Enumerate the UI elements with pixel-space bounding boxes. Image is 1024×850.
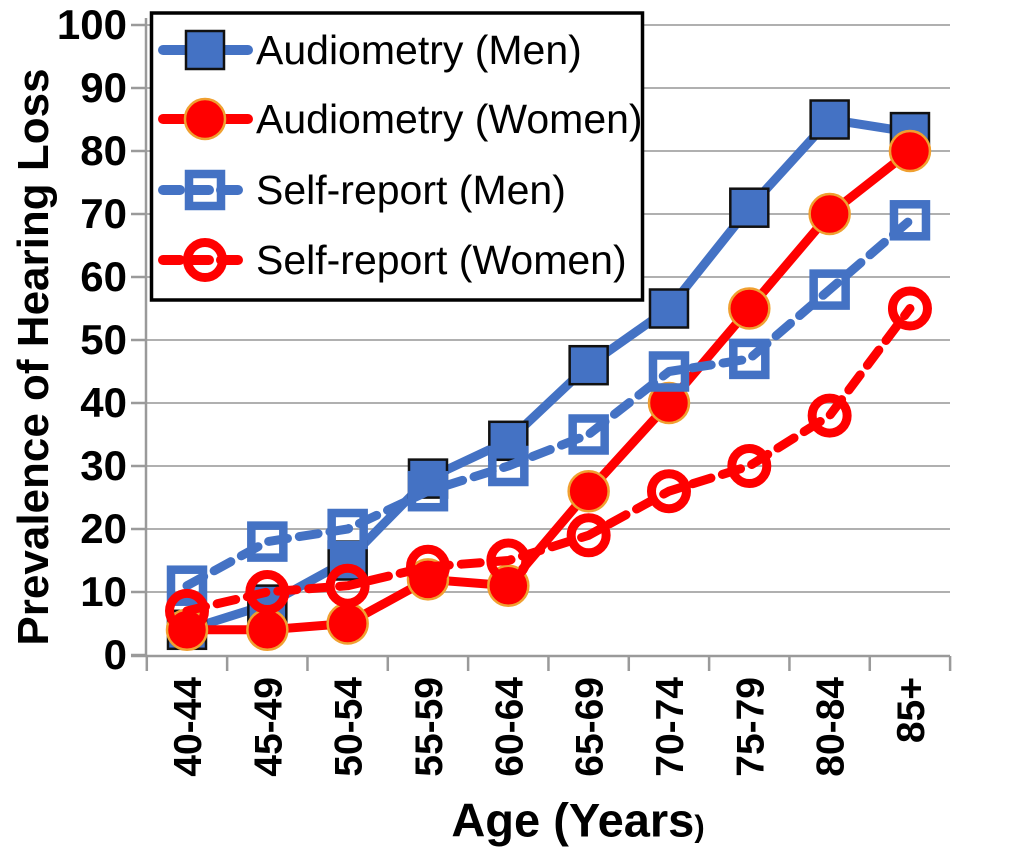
x-axis-title-main: Age (Years bbox=[451, 793, 695, 847]
x-tick-label: 60-64 bbox=[488, 677, 531, 777]
marker-filled-circle bbox=[728, 287, 771, 330]
axes bbox=[131, 18, 952, 671]
legend-label: Self-report (Women) bbox=[256, 237, 627, 283]
y-tick-label: 100 bbox=[57, 1, 127, 48]
marker-open-square bbox=[648, 351, 690, 392]
legend-item-self-report-men: Self-report (Men) bbox=[158, 167, 566, 213]
x-tick-label: 40-44 bbox=[167, 677, 210, 777]
marker-open-square bbox=[809, 269, 850, 310]
series-line bbox=[182, 146, 915, 635]
x-tick-label: 65-69 bbox=[569, 677, 612, 777]
legend-item-self-report-women: Self-report (Women) bbox=[158, 237, 627, 283]
legend-item-audiometry-women: Audiometry (Women) bbox=[158, 96, 643, 142]
y-tick-label: 60 bbox=[80, 253, 127, 300]
legend: Audiometry (Men) Audiometry (Women) Self-r… bbox=[149, 11, 645, 302]
marker-filled-square bbox=[184, 29, 226, 71]
legend-label: Audiometry (Men) bbox=[256, 27, 582, 73]
marker-open-square bbox=[889, 200, 931, 241]
y-axis-title: Prevalence of Hearing Loss bbox=[9, 68, 58, 646]
marker-open-square bbox=[247, 521, 288, 562]
marker-open-square bbox=[327, 508, 368, 550]
y-tick-label: 30 bbox=[80, 442, 127, 489]
series-line bbox=[182, 304, 915, 616]
marker-open-square bbox=[729, 338, 770, 380]
marker-filled-circle bbox=[246, 608, 289, 652]
marker-filled-circle bbox=[647, 381, 691, 425]
marker-filled-circle bbox=[567, 469, 610, 513]
marker-filled-square bbox=[648, 288, 690, 329]
x-tick-label: 75-79 bbox=[729, 677, 772, 777]
series-self-report-men bbox=[166, 200, 931, 606]
legend-label: Self-report (Men) bbox=[256, 167, 566, 213]
y-tick-label: 20 bbox=[80, 505, 127, 552]
marker-filled-circle bbox=[326, 602, 369, 645]
x-tick-label: 50-54 bbox=[328, 677, 371, 777]
x-axis-title-paren: ) bbox=[694, 808, 705, 844]
y-tick-label: 70 bbox=[80, 190, 127, 237]
y-tick-label: 0 bbox=[104, 631, 127, 678]
left-edge-line bbox=[3, 0, 5, 787]
series-line bbox=[182, 215, 915, 591]
marker-open-square bbox=[184, 169, 226, 211]
y-tick-label: 80 bbox=[80, 127, 127, 174]
marker-open-circle bbox=[183, 238, 227, 282]
marker-filled-circle bbox=[183, 97, 227, 141]
legend-item-audiometry-men: Audiometry (Men) bbox=[158, 27, 582, 73]
marker-open-circle bbox=[245, 570, 290, 614]
x-axis-title: Age (Years) bbox=[451, 793, 704, 848]
marker-open-square bbox=[488, 445, 529, 487]
marker-open-square bbox=[166, 565, 208, 606]
y-tick-label: 50 bbox=[80, 316, 127, 363]
marker-open-circle bbox=[165, 588, 209, 633]
y-tick-label: 90 bbox=[80, 64, 127, 111]
marker-filled-circle bbox=[808, 192, 851, 236]
marker-open-circle bbox=[646, 469, 691, 514]
marker-open-circle bbox=[566, 513, 611, 558]
marker-filled-square bbox=[729, 187, 770, 228]
legend-label: Audiometry (Women) bbox=[256, 96, 643, 142]
marker-open-square bbox=[407, 470, 449, 512]
x-tick-label: 70-74 bbox=[649, 677, 692, 777]
series-line bbox=[182, 115, 915, 635]
marker-filled-square bbox=[809, 99, 850, 140]
marker-open-circle bbox=[807, 393, 852, 438]
x-tick-label: 55-59 bbox=[408, 677, 451, 777]
marker-open-circle bbox=[727, 444, 772, 488]
y-tick-label: 40 bbox=[80, 379, 127, 426]
y-tick-label: 10 bbox=[80, 568, 127, 615]
marker-open-circle bbox=[887, 286, 932, 331]
x-tick-label: 80-84 bbox=[810, 677, 853, 777]
marker-open-circle bbox=[486, 538, 531, 583]
marker-open-circle bbox=[325, 563, 370, 608]
marker-filled-circle bbox=[888, 129, 932, 173]
marker-open-square bbox=[568, 414, 609, 455]
marker-open-circle bbox=[405, 544, 450, 589]
legend-box bbox=[149, 11, 645, 302]
x-tick-label: 45-49 bbox=[247, 677, 290, 777]
x-tick-label: 85+ bbox=[890, 677, 933, 743]
marker-filled-square bbox=[568, 344, 609, 386]
series-self-report-women bbox=[165, 286, 932, 633]
